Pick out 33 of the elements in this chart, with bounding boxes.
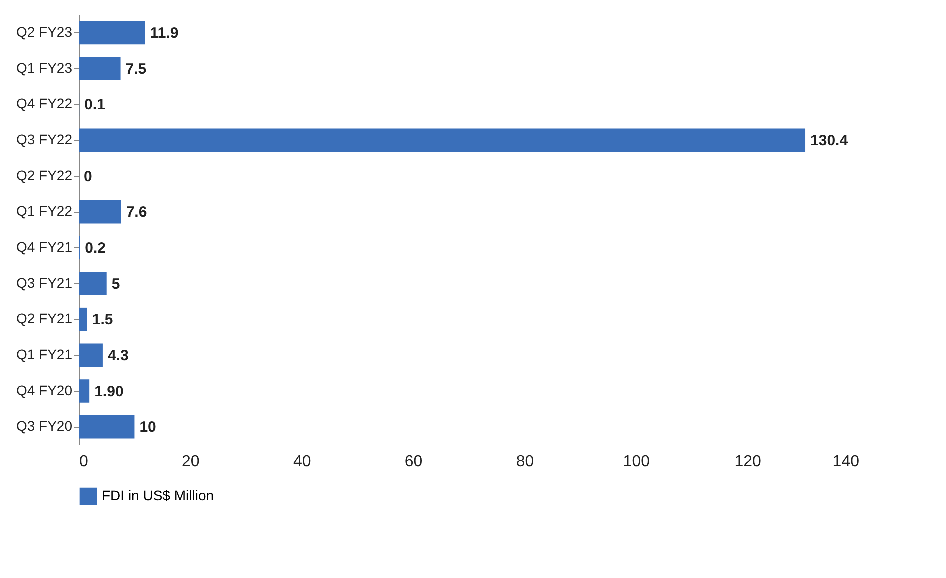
y-tick-label: Q2 FY23 <box>16 24 73 40</box>
y-tick-label: Q1 FY21 <box>16 346 73 362</box>
data-label: 0.1 <box>84 96 106 114</box>
y-tick-label: Q4 FY22 <box>16 96 73 112</box>
x-tick-label: 0 <box>80 454 88 470</box>
data-label: 7.5 <box>126 60 147 78</box>
y-tick-label: Q1 FY22 <box>16 203 73 220</box>
data-label: 1.5 <box>92 312 114 329</box>
data-label: 11.9 <box>150 24 179 42</box>
x-tick-label: 40 <box>293 454 312 470</box>
data-label: 1.90 <box>94 383 124 400</box>
x-tick-label: 140 <box>832 454 860 470</box>
y-tick-label: Q3 FY20 <box>16 418 73 434</box>
x-tick-label: 20 <box>182 454 200 470</box>
x-tick-label: 120 <box>734 454 762 470</box>
y-tick-label: Q2 FY21 <box>16 310 73 327</box>
data-label: 0.2 <box>85 240 106 257</box>
data-label: 0 <box>84 168 92 186</box>
legend-label: FDI in US$ Million <box>102 488 214 504</box>
x-tick-label: 60 <box>404 454 423 470</box>
y-tick-label: Q3 FY22 <box>16 131 73 148</box>
y-tick-label: Q2 FY22 <box>16 167 73 184</box>
x-tick-label: 80 <box>516 454 534 470</box>
data-label: 130.4 <box>810 132 849 150</box>
data-label: 5 <box>112 276 120 293</box>
data-label: 7.6 <box>126 204 148 222</box>
y-tick-label: Q4 FY21 <box>16 238 73 255</box>
data-label: 10 <box>140 419 156 436</box>
x-tick-label: 100 <box>623 454 650 470</box>
data-label: 4.3 <box>108 347 129 364</box>
y-tick-label: Q1 FY23 <box>16 60 73 76</box>
y-tick-label: Q4 FY20 <box>16 382 73 398</box>
y-tick-label: Q3 FY21 <box>16 274 73 291</box>
